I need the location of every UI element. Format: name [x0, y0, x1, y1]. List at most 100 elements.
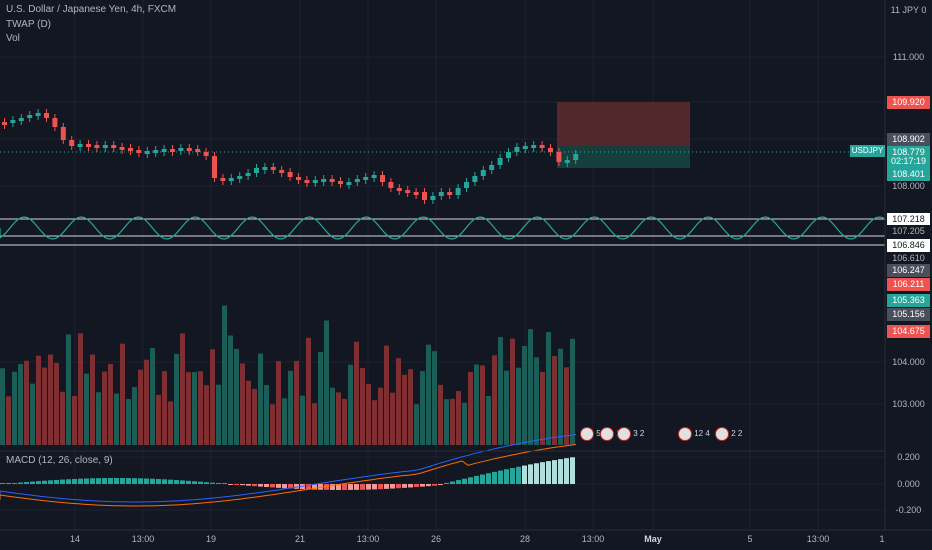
- flag-icon: [580, 427, 594, 441]
- candle-body: [312, 180, 318, 183]
- candle-body: [447, 192, 453, 195]
- volume-bar: [132, 387, 137, 445]
- macd-histogram-bar: [456, 480, 461, 484]
- macd-histogram-bar: [438, 484, 443, 485]
- candle-body: [69, 140, 75, 146]
- price-axis-currency: 11 JPY 0: [890, 5, 927, 15]
- volume-bar: [564, 367, 569, 445]
- volume-bar: [432, 351, 437, 445]
- macd-histogram-bar: [72, 478, 77, 484]
- candle-body: [203, 152, 209, 156]
- event-marker[interactable]: 12 4: [678, 427, 710, 441]
- macd-histogram-bar: [312, 484, 317, 490]
- macd-indicator-label[interactable]: MACD (12, 26, close, 9): [6, 455, 113, 466]
- volume-bar: [108, 363, 113, 445]
- position-zones[interactable]: [0, 102, 885, 168]
- volume-bar: [48, 354, 53, 445]
- candle-body: [178, 148, 184, 151]
- volume-bar: [420, 371, 425, 445]
- macd-histogram-bar: [6, 483, 11, 484]
- macd-histogram-bar: [330, 484, 335, 490]
- candle-body: [60, 127, 66, 140]
- symbol-tag: USDJPY: [850, 145, 885, 157]
- time-label: 13:00: [806, 534, 830, 544]
- price-marker: 106.846: [887, 239, 930, 252]
- price-label: 111.000: [892, 52, 925, 62]
- candle-body: [413, 192, 419, 195]
- volume-bar: [426, 344, 431, 445]
- volume-bar: [186, 372, 191, 445]
- candle-body: [287, 172, 293, 177]
- macd-histogram-bar: [54, 479, 59, 484]
- volume-bar: [42, 367, 47, 445]
- volume-bar: [402, 374, 407, 445]
- volume-bar: [126, 399, 131, 445]
- volume-bar: [522, 345, 527, 445]
- volume-indicator-label[interactable]: Vol: [6, 33, 20, 44]
- volume-bar: [216, 384, 221, 445]
- macd-histogram-bar: [384, 484, 389, 489]
- candle-body: [186, 148, 192, 151]
- horizontal-lines[interactable]: [0, 218, 885, 246]
- volume-bar: [174, 353, 179, 445]
- macd-histogram-bar: [570, 457, 575, 484]
- macd-histogram-bar: [396, 484, 401, 489]
- macd-axis-label: 0.200: [897, 452, 920, 462]
- macd-histogram-bar: [48, 480, 53, 484]
- macd-histogram-bar: [534, 463, 539, 484]
- volume-bar: [354, 341, 359, 445]
- candle-body: [44, 113, 49, 118]
- macd-histogram-bar: [84, 478, 89, 484]
- candle-body: [254, 168, 259, 173]
- volume-bar: [180, 333, 185, 445]
- macd-histogram-bar: [42, 480, 47, 484]
- candle-body: [422, 192, 427, 200]
- candle-body: [489, 165, 495, 170]
- flag-icon: [617, 427, 631, 441]
- macd-histogram-bar: [132, 478, 137, 484]
- volume-bar: [72, 395, 77, 445]
- candle-body: [304, 180, 310, 183]
- volume-bar: [348, 364, 353, 445]
- time-label: 5: [747, 534, 753, 544]
- macd-histogram-bar: [174, 480, 179, 484]
- macd-histogram-bar: [372, 484, 377, 490]
- event-marker[interactable]: 3 2: [617, 427, 644, 441]
- macd-histogram-bar: [12, 483, 17, 484]
- macd-histogram-bar: [36, 481, 41, 484]
- macd-histogram-bar: [306, 484, 311, 490]
- macd-histogram-bar: [480, 474, 485, 484]
- macd-histogram-bar: [222, 483, 227, 484]
- time-label: 21: [294, 534, 306, 544]
- candle-body: [52, 118, 58, 127]
- volume-bar: [18, 364, 23, 445]
- volume-bar: [366, 384, 371, 445]
- event-marker[interactable]: 2 2: [715, 427, 742, 441]
- candle-body: [564, 160, 570, 163]
- volume-bar: [570, 338, 575, 445]
- volume-bar: [558, 348, 563, 445]
- macd-histogram-bar: [324, 484, 329, 490]
- price-label: 103.000: [892, 399, 925, 409]
- volume-bar: [264, 384, 269, 445]
- stop-loss-zone: [557, 102, 690, 146]
- macd-histogram-bar: [120, 478, 125, 484]
- price-label: 104.000: [892, 357, 925, 367]
- twap-indicator-label[interactable]: TWAP (D): [6, 19, 51, 30]
- macd-histogram-bar: [186, 480, 191, 484]
- macd-histogram-bar: [486, 473, 491, 484]
- candle-body: [245, 173, 251, 176]
- volume-bar: [438, 384, 443, 445]
- flag-icon: [600, 427, 614, 441]
- volume-bar: [516, 367, 521, 445]
- macd-axis-label: 0.000: [897, 479, 920, 489]
- volume-bar: [192, 372, 197, 445]
- chart-title: U.S. Dollar / Japanese Yen, 4h, FXCM: [6, 4, 177, 15]
- candle-body: [77, 144, 83, 147]
- candle-body: [438, 192, 444, 196]
- event-count: 12 4: [692, 429, 710, 439]
- candle-body: [472, 176, 478, 182]
- macd-histogram-bar: [78, 478, 83, 484]
- macd-histogram-bar: [90, 478, 95, 484]
